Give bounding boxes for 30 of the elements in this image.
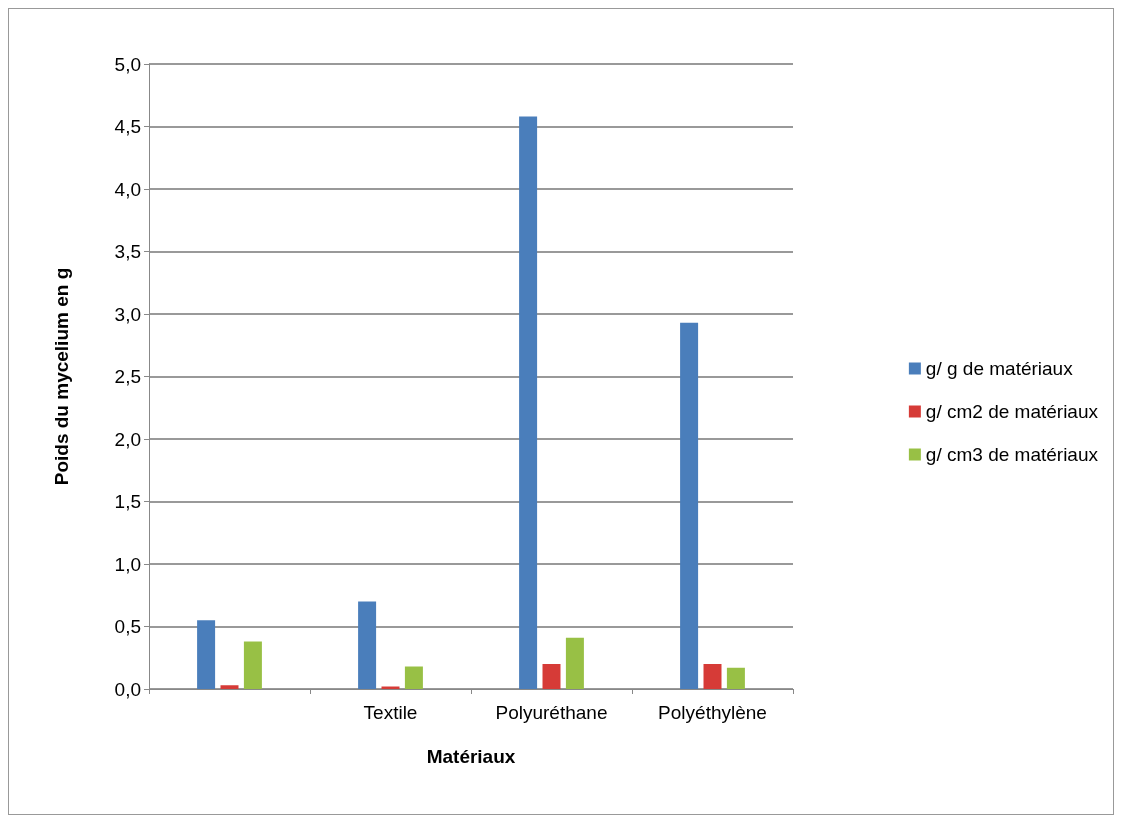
y-tick-label: 0,0 — [114, 678, 141, 700]
y-tick-label: 3,5 — [114, 241, 141, 262]
x-tick-label: Textile — [363, 702, 418, 723]
x-tick-label: Polyéthylène — [658, 702, 767, 723]
y-tick-label: 4,0 — [114, 178, 141, 200]
bar — [519, 116, 538, 689]
bar — [358, 601, 377, 689]
bar — [220, 685, 239, 689]
bar — [404, 666, 423, 689]
y-tick-label: 2,0 — [114, 428, 141, 450]
y-axis-title: Poids du mycelium en g — [51, 267, 72, 486]
y-tick-label: 2,5 — [114, 366, 141, 387]
bar — [565, 637, 584, 689]
y-tick-label: 3,0 — [114, 303, 141, 325]
y-tick-label: 4,5 — [114, 116, 141, 137]
x-axis-title: Matériaux — [426, 746, 516, 767]
bar — [243, 641, 262, 689]
bar — [542, 664, 561, 689]
bar — [680, 322, 699, 689]
y-tick-label: 0,5 — [114, 616, 141, 637]
x-tick-label: Polyuréthane — [495, 702, 608, 723]
y-tick-label: 1,0 — [114, 553, 141, 575]
bar — [197, 620, 216, 689]
y-tick-label: 5,0 — [114, 53, 141, 75]
bar — [726, 667, 745, 689]
bar — [703, 664, 722, 689]
legend-label: g/ cm2 de matériaux — [925, 401, 1099, 422]
legend-label: g/ cm3 de matériaux — [925, 444, 1099, 465]
legend-label: g/ g de matériaux — [925, 358, 1074, 379]
y-tick-label: 1,5 — [114, 491, 141, 512]
